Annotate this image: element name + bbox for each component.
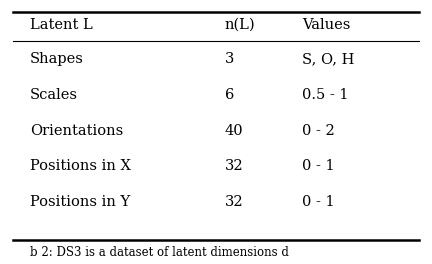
Text: Shapes: Shapes xyxy=(30,52,84,67)
Text: Values: Values xyxy=(302,18,351,32)
Text: S, O, H: S, O, H xyxy=(302,52,355,67)
Text: Positions in X: Positions in X xyxy=(30,159,131,173)
Text: Positions in Y: Positions in Y xyxy=(30,195,130,209)
Text: n(L): n(L) xyxy=(225,18,255,32)
Text: 32: 32 xyxy=(225,159,243,173)
Text: 0 - 2: 0 - 2 xyxy=(302,124,335,138)
Text: Scales: Scales xyxy=(30,88,78,102)
Text: 32: 32 xyxy=(225,195,243,209)
Text: 40: 40 xyxy=(225,124,243,138)
Text: b 2: DS3 is a dataset of latent dimensions d: b 2: DS3 is a dataset of latent dimensio… xyxy=(30,246,289,259)
Text: Orientations: Orientations xyxy=(30,124,124,138)
Text: Latent L: Latent L xyxy=(30,18,93,32)
Text: 3: 3 xyxy=(225,52,234,67)
Text: 0 - 1: 0 - 1 xyxy=(302,195,335,209)
Text: 6: 6 xyxy=(225,88,234,102)
Text: 0 - 1: 0 - 1 xyxy=(302,159,335,173)
Text: 0.5 - 1: 0.5 - 1 xyxy=(302,88,349,102)
